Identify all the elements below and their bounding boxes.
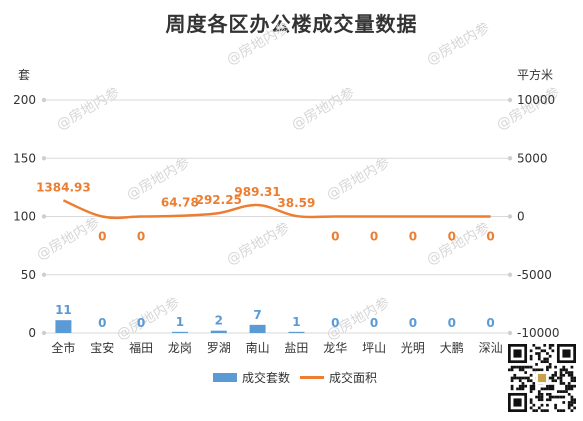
legend-bar-label: 成交套数 [242, 370, 291, 385]
x-tick-label: 龙华 [323, 341, 347, 355]
grid-marker [41, 97, 47, 103]
grid-marker [507, 156, 513, 161]
grid-marker [41, 156, 47, 161]
qr-code-icon [508, 344, 576, 412]
bar-value-label: 7 [253, 308, 261, 322]
left-axis-unit: 套 [18, 68, 31, 82]
right-tick-label: 5000 [517, 151, 548, 165]
line-series [62, 199, 491, 220]
line-value-label: 0 [486, 230, 494, 244]
x-axis-labels: 全市 宝安 福田 龙岗 罗湖 南山 盐田 龙华 坪山 光明 大鹏 深汕 [51, 340, 502, 355]
x-tick-label: 坪山 [362, 341, 386, 355]
right-axis-unit: 平方米 [517, 68, 554, 82]
bar-value-label: 0 [486, 316, 494, 330]
line-series-path [62, 199, 491, 220]
bar-value-label: 1 [176, 315, 184, 329]
line-value-label: 0 [331, 230, 339, 244]
watermark-text: @房地内参 [34, 214, 103, 264]
bar-value-label: 0 [137, 316, 145, 330]
bar [288, 331, 305, 333]
line-value-label: 0 [409, 230, 417, 244]
x-tick-label: 全市 [51, 340, 75, 355]
legend-item-bars: 成交套数 [213, 369, 290, 386]
bar-value-label: 0 [448, 316, 456, 330]
right-tick-label: 10000 [517, 93, 555, 107]
line-value-label: 0 [98, 230, 106, 244]
chart-title: 周度各区办公楼成交量数据 [165, 12, 418, 36]
grid-marker [507, 214, 513, 219]
bar [249, 324, 266, 333]
bar-value-label: 0 [409, 316, 417, 330]
line-value-label: 64.78 [161, 196, 199, 210]
line-value-label: 38.59 [277, 196, 315, 210]
watermark-text: @房地内参 [424, 19, 493, 69]
watermark-text: @房地内参 [424, 219, 493, 269]
x-tick-label: 盐田 [284, 341, 308, 355]
grid-marker [41, 272, 47, 277]
watermark-text: @房地内参 [224, 219, 293, 269]
bar-value-label: 11 [55, 303, 72, 317]
grid-marker [41, 330, 47, 336]
bar-value-label: 2 [215, 314, 223, 328]
legend-line-label: 成交面积 [329, 370, 378, 385]
line-value-label: 0 [448, 230, 456, 244]
left-tick-label: 200 [13, 93, 36, 107]
left-tick-label: 100 [13, 210, 36, 224]
line-value-label: 292.25 [196, 193, 242, 207]
watermark-text: @房地内参 [114, 294, 183, 344]
bar-data-labels: 11 0 0 1 2 7 1 0 0 0 0 0 [55, 303, 495, 330]
grid-marker [41, 214, 47, 219]
x-tick-label: 福田 [129, 340, 153, 355]
left-axis: 0 50 100 150 200 [13, 93, 36, 340]
left-tick-label: 50 [21, 268, 36, 282]
x-tick-label: 光明 [401, 341, 425, 355]
x-tick-label: 龙岗 [168, 341, 192, 355]
right-tick-label: -5000 [517, 268, 552, 282]
line-value-label: 0 [370, 230, 378, 244]
line-value-label: 1384.93 [36, 180, 91, 194]
bar [55, 320, 72, 333]
legend: 成交套数 成交面积 [213, 369, 387, 385]
watermark-text: @房地内参 [289, 84, 358, 134]
x-tick-label: 罗湖 [207, 340, 231, 355]
bar [210, 330, 227, 333]
legend-line-swatch [300, 375, 325, 379]
x-tick-label: 深汕 [479, 341, 503, 355]
watermark-text: @房地内参 [224, 19, 293, 69]
bar-series [55, 320, 305, 333]
legend-item-line: 成交面积 [300, 369, 377, 386]
x-tick-label: 南山 [246, 340, 270, 355]
x-tick-label: 宝安 [90, 340, 114, 355]
x-tick-label: 大鹏 [440, 341, 464, 355]
watermark-text: @房地内参 [54, 84, 123, 134]
line-value-label: 0 [137, 230, 145, 244]
bar [171, 331, 188, 333]
legend-bar-swatch [213, 372, 237, 382]
left-tick-label: 0 [28, 326, 36, 340]
line-value-label: 989.31 [234, 185, 280, 199]
right-axis: -10000 -5000 0 5000 10000 [517, 93, 560, 340]
bar-value-label: 0 [98, 316, 106, 330]
right-tick-label: 0 [517, 210, 525, 224]
left-tick-label: 150 [13, 151, 36, 165]
bar-value-label: 0 [370, 316, 378, 330]
watermark-text: @房地内参 [494, 84, 563, 134]
grid-marker [507, 330, 513, 336]
right-tick-label: -10000 [517, 326, 560, 340]
grid-marker [507, 97, 513, 103]
watermark-layer: @房地内参 @房地内参@房地内参 @房地内参 @房地内参@房地内参 @房地内参@房地内参… [34, 19, 563, 344]
bar-value-label: 1 [292, 315, 300, 329]
grid-marker [507, 272, 513, 277]
watermark-text: @房地内参 [324, 154, 393, 204]
bar-value-label: 0 [331, 316, 339, 330]
